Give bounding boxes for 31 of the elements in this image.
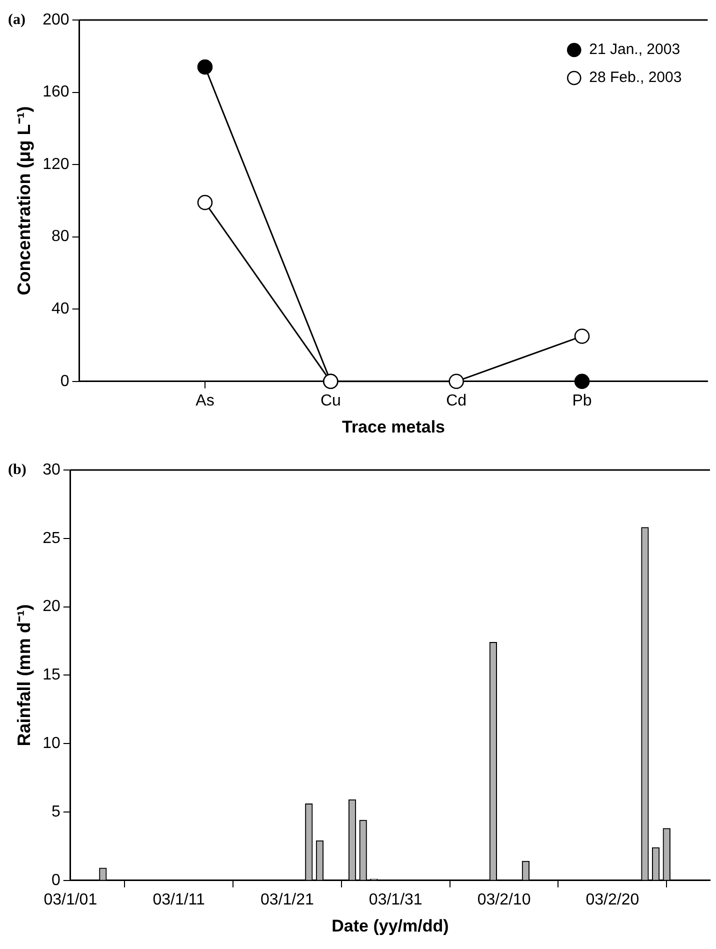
y-tick-label: 0 xyxy=(60,372,70,390)
y-tick-label: 80 xyxy=(52,228,70,246)
x-tick-label: Cu xyxy=(320,392,341,410)
text: (a) xyxy=(8,12,26,28)
legend-label: 28 Feb., 2003 xyxy=(589,69,682,86)
x-axis-title: Trace metals xyxy=(342,417,446,436)
x-axis-title: Date (yy/m/dd) xyxy=(332,916,449,936)
x-tick-label: As xyxy=(196,392,214,410)
x-tick-label: 03/1/11 xyxy=(152,891,205,908)
x-tick-label: 03/1/21 xyxy=(260,891,314,908)
y-tick-label: 20 xyxy=(42,598,60,616)
y-tick-label: 40 xyxy=(52,300,70,318)
x-tick-label: 03/1/01 xyxy=(44,891,98,908)
text: (b) xyxy=(8,462,26,478)
x-tick-label: 03/1/31 xyxy=(368,891,422,908)
x-tick-label: Pb xyxy=(572,392,592,410)
y-tick-label: 0 xyxy=(51,872,60,889)
x-tick-label: 03/2/20 xyxy=(586,891,640,908)
y-tick-label: 15 xyxy=(42,666,60,684)
y-tick-label: 30 xyxy=(42,461,60,478)
y-tick-label: 200 xyxy=(42,11,70,28)
y-axis-title: Concentration (μg L⁻¹) xyxy=(14,106,34,296)
y-tick-label: 10 xyxy=(42,735,60,752)
y-tick-label: 120 xyxy=(42,156,70,173)
x-tick-label: 03/2/10 xyxy=(477,891,531,908)
y-tick-label: 160 xyxy=(42,84,70,101)
x-tick-label: Cd xyxy=(446,392,467,410)
y-tick-label: 5 xyxy=(51,803,60,820)
legend-label: 21 Jan., 2003 xyxy=(589,41,680,58)
y-tick-label: 25 xyxy=(42,530,60,547)
y-axis-title: Rainfall (mm d⁻¹) xyxy=(14,604,34,746)
